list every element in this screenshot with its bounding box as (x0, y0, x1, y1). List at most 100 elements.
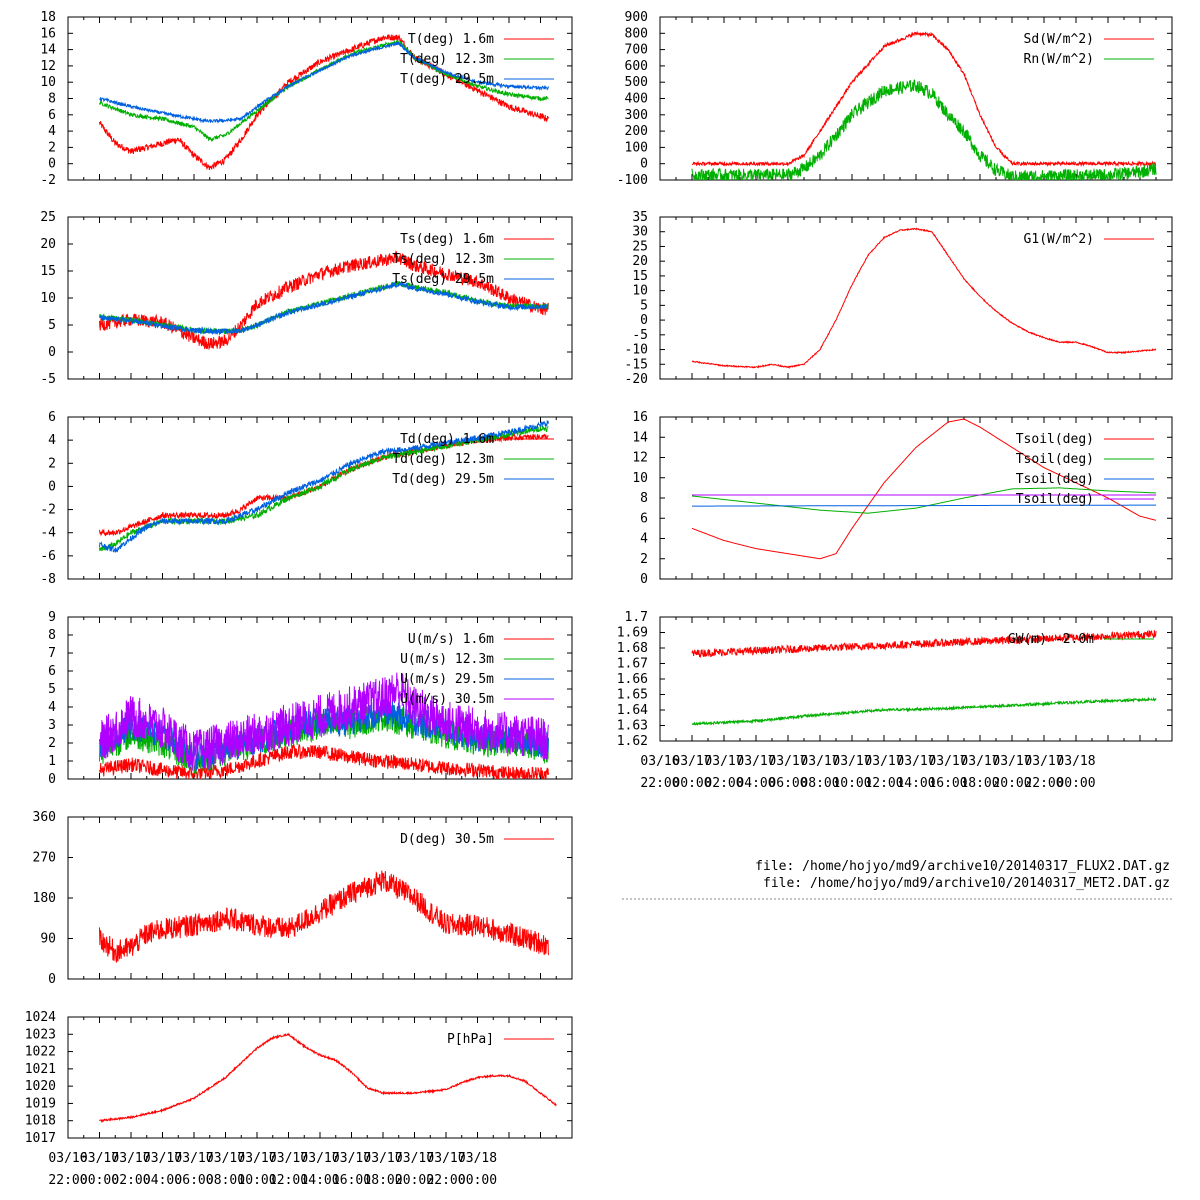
legend-label: U(m/s) 30.5m (400, 692, 494, 707)
x-tick-date: 03/17 (960, 754, 999, 769)
x-tick-date: 03/17 (269, 1151, 308, 1166)
x-tick-date: 03/17 (80, 1151, 119, 1166)
x-tick-date: 03/17 (1024, 754, 1063, 769)
x-tick-time: 18:00 (960, 776, 999, 791)
y-tick-label: 1020 (25, 1079, 56, 1094)
x-tick-time: 04:00 (143, 1173, 182, 1188)
x-tick-time: 20:00 (992, 776, 1031, 791)
y-tick-label: -15 (625, 357, 648, 372)
x-tick-date: 03/18 (458, 1151, 497, 1166)
y-tick-label: 400 (625, 92, 648, 107)
y-tick-label: 90 (40, 932, 56, 947)
legend-label: Td(deg) 29.5m (392, 472, 494, 487)
y-tick-label: 1.68 (617, 641, 648, 656)
plot-frame (659, 216, 1173, 380)
series-line (691, 418, 1157, 560)
plot-frame (67, 216, 573, 380)
chart-wind-speed: 0 1 2 3 4 5 6 7 8 9 U(m/s) 1.6m U(m/s) 12.3m U(m/s) … (48, 610, 573, 787)
y-tick-label: 20 (40, 237, 56, 252)
y-tick-label: 4 (48, 124, 56, 139)
y-tick-label: 1.66 (617, 672, 648, 687)
x-tick-time: 10:00 (237, 1173, 276, 1188)
y-tick-label: 2 (48, 140, 56, 155)
y-tick-label: 6 (48, 410, 56, 425)
y-tick-label: 15 (632, 269, 648, 284)
x-tick-time: 22:00 (1024, 776, 1063, 791)
y-tick-label: 1.67 (617, 657, 648, 672)
y-tick-label: 900 (625, 10, 648, 25)
y-tick-label: 6 (48, 108, 56, 123)
legend-label: Td(deg) 1.6m (400, 432, 494, 447)
file-path: file: /home/hojyo/md9/archive10/20140317… (755, 859, 1170, 874)
y-tick-label: 4 (48, 433, 56, 448)
y-tick-label: -2 (40, 503, 56, 518)
y-tick-label: 700 (625, 43, 648, 58)
y-tick-label: 800 (625, 26, 648, 41)
legend-label: Tsoil(deg) (1016, 492, 1094, 507)
y-tick-label: 0 (48, 972, 56, 987)
y-tick-label: 1017 (25, 1131, 56, 1146)
x-tick-time: 18:00 (363, 1173, 402, 1188)
plot-frame (67, 816, 573, 980)
file-path: file: /home/hojyo/md9/archive10/20140317… (763, 876, 1170, 891)
series-line (99, 672, 549, 772)
y-tick-label: 4 (640, 532, 648, 547)
x-tick-date: 03/17 (111, 1151, 150, 1166)
y-tick-label: 10 (632, 284, 648, 299)
x-tick-time: 22:00 (426, 1173, 465, 1188)
plot-frame (67, 416, 573, 580)
y-tick-label: -10 (625, 343, 648, 358)
legend-label: Ts(deg) 29.5m (392, 272, 494, 287)
time-axis: 03/16 22:00 03/17 00:00 03/17 02:00 03/17 04:00… (48, 1151, 497, 1188)
chart-wind-direction: 0 90 180 270 360 D(deg) 30.5m (33, 810, 573, 987)
y-tick-label: 300 (625, 108, 648, 123)
x-tick-time: 20:00 (395, 1173, 434, 1188)
series-line (99, 743, 549, 779)
y-tick-label: 10 (40, 75, 56, 90)
series-line (99, 870, 549, 963)
y-tick-label: -2 (40, 173, 56, 188)
time-axis: 03/16 22:00 03/17 00:00 03/17 02:00 03/17 04:00… (640, 754, 1095, 791)
legend-label: T(deg) 1.6m (408, 32, 494, 47)
y-tick-label: -8 (40, 572, 56, 587)
y-tick-label: 1022 (25, 1045, 56, 1060)
legend-label: Tsoil(deg) (1016, 472, 1094, 487)
y-tick-label: 1.62 (617, 734, 648, 749)
legend-label: U(m/s) 1.6m (408, 632, 494, 647)
legend-label: Ts(deg) 1.6m (400, 232, 494, 247)
series-line (691, 79, 1157, 180)
y-tick-label: 600 (625, 59, 648, 74)
y-tick-label: 500 (625, 75, 648, 90)
y-tick-label: 0 (48, 345, 56, 360)
y-tick-label: 5 (640, 298, 648, 313)
series-line (99, 419, 549, 553)
legend-label: Tsoil(deg) (1016, 452, 1094, 467)
legend-label: T(deg) 12.3m (400, 52, 494, 67)
legend-label: G1(W/m^2) (1024, 232, 1094, 247)
file-info: file: /home/hojyo/md9/archive10/20140317… (622, 859, 1174, 900)
x-tick-date: 03/17 (237, 1151, 276, 1166)
y-tick-label: -5 (632, 328, 648, 343)
series-line (99, 33, 549, 171)
series-line (99, 250, 549, 350)
y-tick-label: 200 (625, 124, 648, 139)
x-tick-time: 12:00 (269, 1173, 308, 1188)
y-tick-label: -5 (40, 372, 56, 387)
y-tick-label: 8 (48, 628, 56, 643)
x-tick-date: 03/17 (864, 754, 903, 769)
series-line (99, 40, 549, 125)
y-tick-label: -4 (40, 526, 56, 541)
x-tick-date: 03/17 (363, 1151, 402, 1166)
legend-label: T(deg) 29.5m (400, 72, 494, 87)
x-tick-time: 08:00 (206, 1173, 245, 1188)
chart-groundwater: 1.621.631.641.651.661.671.681.691.7 GW(m)… (617, 610, 1173, 749)
y-tick-label: 4 (48, 700, 56, 715)
x-tick-date: 03/17 (832, 754, 871, 769)
series-line (692, 487, 1156, 514)
y-tick-label: 1019 (25, 1096, 56, 1111)
y-tick-label: 15 (40, 264, 56, 279)
x-tick-date: 03/16 (640, 754, 679, 769)
y-tick-label: 1.7 (625, 610, 648, 625)
